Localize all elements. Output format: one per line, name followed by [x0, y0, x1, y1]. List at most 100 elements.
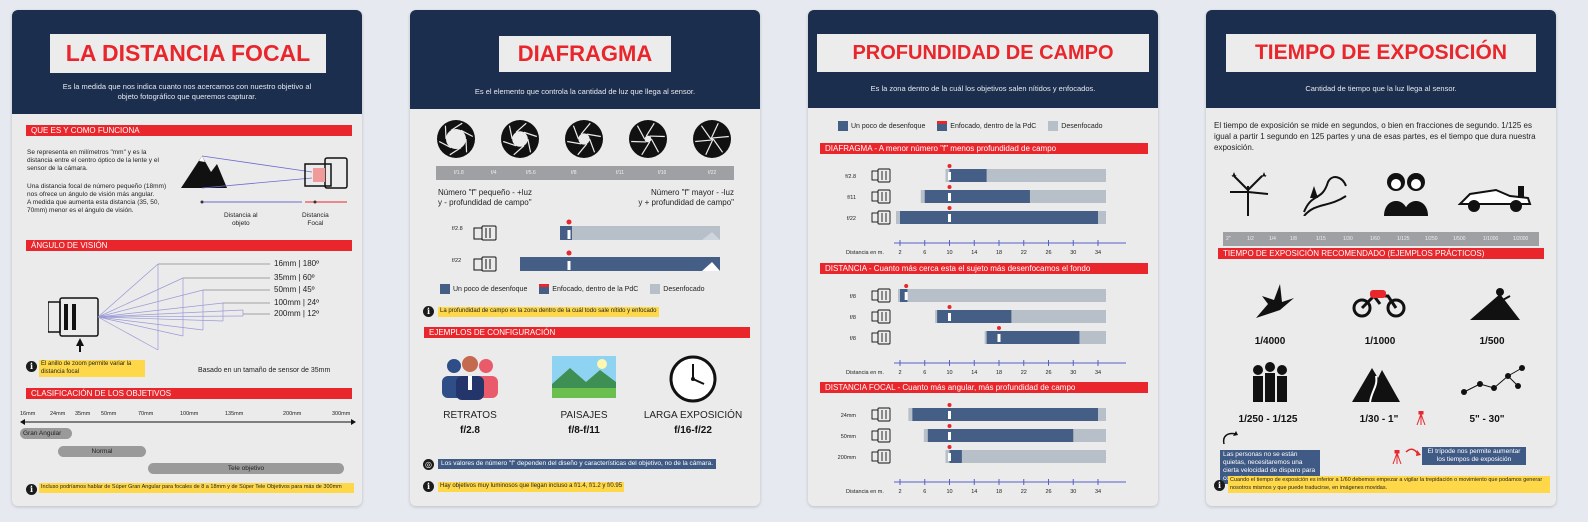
- scale-label: 24mm: [50, 411, 66, 417]
- dof-focused-bar: [949, 450, 962, 463]
- tripod-note: El trípode nos permite aumentar los tiem…: [1422, 447, 1526, 465]
- axis-tick-label: 22: [1021, 250, 1027, 256]
- focus-pin: [947, 305, 952, 309]
- axis-label: Distancia en m.: [846, 250, 884, 256]
- shutter-example: 1/250 - 1/125: [1238, 414, 1298, 425]
- aperture-title: DIAFRAGMA: [499, 36, 671, 72]
- aperture-header: DIAFRAGMA Es el elemento que controla la…: [410, 10, 760, 109]
- focal-desc-2: Una distancia focal de número pequeño (1…: [27, 183, 167, 214]
- exposure-title: TIEMPO DE EXPOSICIÓN: [1226, 34, 1536, 72]
- zoom-note: El anillo de zoom permite variar la dist…: [39, 360, 145, 377]
- shutter-example: 1/500: [1479, 336, 1505, 347]
- fstop-label: f/4: [491, 170, 497, 176]
- dof-row-label: f/8: [850, 336, 856, 342]
- focus-pin: [947, 206, 952, 210]
- camera-icon: [871, 189, 891, 204]
- aperture-section-examples: EJEMPLOS DE CONFIGURACIÓN: [424, 327, 750, 338]
- example-name: PAISAJES: [560, 410, 608, 421]
- angle-item: 35mm | 60º: [274, 273, 315, 282]
- sensor-note: Basado en un tamaño de sensor de 35mm: [198, 367, 331, 374]
- shutter-label: 1/30: [1343, 236, 1353, 242]
- fstop-label: f/22: [708, 170, 717, 176]
- info-icon: i: [423, 481, 434, 492]
- focal-section-classes: CLASIFICACIÓN DE LOS OBJETIVOS: [26, 388, 352, 399]
- fstop-label: f/16: [658, 170, 667, 176]
- scale-label: 200mm: [283, 411, 302, 417]
- axis-tick-label: 26: [1045, 489, 1051, 495]
- portrait-icon: [442, 356, 498, 400]
- camera-icon: [871, 210, 891, 225]
- camera-icon: [48, 297, 99, 352]
- axis-tick-label: 14: [971, 489, 977, 495]
- scale-line: [20, 419, 356, 425]
- dof-focused-bar: [927, 429, 1074, 442]
- camera-icon: [871, 449, 891, 464]
- aperture-icon-small: ◎: [423, 459, 434, 470]
- subject-icon: [948, 411, 951, 419]
- focal-subtitle: Es la medida que nos indica cuanto nos a…: [62, 82, 312, 101]
- aperture-card: DIAFRAGMA Es el elemento que controla la…: [410, 10, 760, 506]
- fstop-label: f/5.6: [526, 170, 536, 176]
- legend-item: Enfocado, dentro de la PdC: [552, 285, 639, 293]
- axis-tick-label: 10: [946, 250, 952, 256]
- race-car-icon: [1457, 186, 1532, 212]
- birds-icon: [1256, 284, 1294, 318]
- shutter-label: 1/500: [1453, 236, 1466, 242]
- subject-icon: [948, 432, 951, 440]
- shutter-label: 2": [1226, 236, 1231, 242]
- dof-row-label: f/2.8: [845, 174, 856, 180]
- example-value: f/8-f/11: [568, 425, 600, 436]
- info-icon: i: [26, 484, 37, 495]
- aperture-blade-icon: [629, 120, 667, 158]
- subject-icon: [948, 313, 951, 321]
- axis-tick-label: 14: [971, 250, 977, 256]
- focus-pin: [904, 284, 909, 288]
- legend-item: Desenfocado: [1061, 122, 1103, 130]
- camera-icon: [871, 309, 891, 324]
- example-name: LARGA EXPOSICIÓN: [643, 410, 743, 421]
- large-f-note: Número "f" mayor - -luz y + profundidad …: [638, 188, 734, 207]
- class-normal: Normal: [58, 446, 146, 457]
- shutter-label: 1/2: [1247, 236, 1254, 242]
- fstop-label: f/8: [571, 170, 577, 176]
- camera-icon: [871, 428, 891, 443]
- dof-legend: Un poco de desenfoque Enfocado, dentro d…: [838, 121, 1103, 131]
- axis-tick-label: 18: [996, 370, 1002, 376]
- axis-tick-label: 26: [1045, 370, 1051, 376]
- shutter-label: 1/125: [1397, 236, 1410, 242]
- focal-section-angle: ÁNGULO DE VISIÓN: [26, 240, 352, 251]
- axis-tick-label: 30: [1070, 489, 1076, 495]
- shutter-example: 1/30 - 1": [1359, 414, 1399, 425]
- dof-row-label: f/11: [847, 195, 856, 201]
- aperture-dof-rows: [473, 219, 720, 272]
- focal-header: LA DISTANCIA FOCAL Es la medida que nos …: [12, 10, 362, 114]
- aperture-legend: Un poco de desenfoque Enfocado, dentro d…: [440, 284, 705, 294]
- example-name: RETRATOS: [443, 410, 497, 421]
- dof-unfocused-bar: [945, 450, 1106, 463]
- dof-header: PROFUNDIDAD DE CAMPO Es la zona dentro d…: [808, 10, 1158, 108]
- legend-item: Un poco de desenfoque: [851, 122, 926, 130]
- group-icon: [1253, 362, 1287, 402]
- aperture-blade-icon: [437, 120, 475, 158]
- scale-label: 135mm: [225, 411, 244, 417]
- axis-tick-label: 6: [923, 250, 926, 256]
- people-icon: [1384, 173, 1428, 216]
- aperture-blade-icon: [565, 120, 603, 158]
- camera-icon: [871, 168, 891, 183]
- focus-pin: [997, 326, 1001, 330]
- axis-tick-label: 18: [996, 250, 1002, 256]
- axis-tick-label: 2: [898, 250, 901, 256]
- axis-tick-label: 2: [898, 489, 901, 495]
- dof-focused-bar: [924, 190, 1030, 203]
- exposure-subtitle: Cantidad de tiempo que la luz llega al s…: [1305, 84, 1457, 93]
- scale-label: 70mm: [138, 411, 154, 417]
- shutter-example: 1/4000: [1254, 336, 1286, 347]
- aperture-subtitle: Es el elemento que controla la cantidad …: [474, 87, 696, 96]
- shutter-label: 1/250: [1425, 236, 1438, 242]
- dof-focused-bar: [986, 331, 1080, 344]
- axis-tick-label: 18: [996, 489, 1002, 495]
- axis-tick-label: 34: [1095, 489, 1101, 495]
- shutter-label: 1/1000: [1483, 236, 1499, 242]
